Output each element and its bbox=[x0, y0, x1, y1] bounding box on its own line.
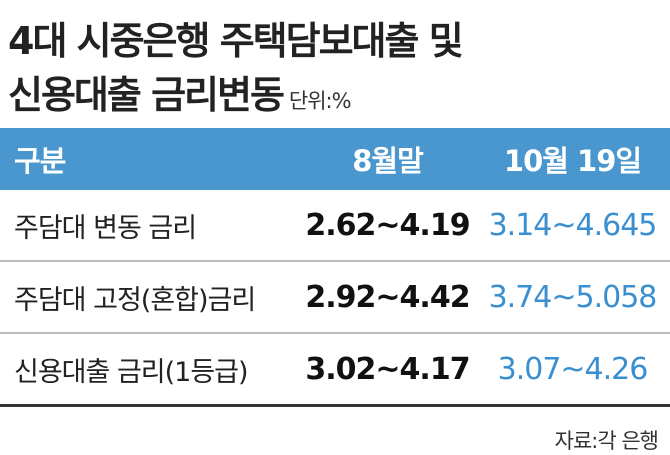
table-row: 신용대출 금리(1등급) 3.02~4.17 3.07~4.26 bbox=[0, 334, 670, 407]
source: 자료:각 은행 bbox=[554, 429, 659, 453]
table-header: 구분 8월말 10월 19일 bbox=[0, 128, 670, 190]
header-cell: 10월 19일 bbox=[503, 144, 642, 178]
title-line: 4대 시중은행 주택담보대출 및 bbox=[8, 19, 464, 63]
table-row: 주담대 변동 금리 2.62~4.19 3.14~4.645 bbox=[0, 190, 670, 262]
table-cell: 신용대출 금리(1등급) bbox=[14, 356, 249, 388]
table-row: 주담대 고정(혼합)금리 2.92~4.42 3.74~5.058 bbox=[0, 262, 670, 334]
table-cell: 3.02~4.17 bbox=[305, 351, 470, 387]
header-cell: 구분 bbox=[14, 144, 66, 178]
table-cell: 3.14~4.645 bbox=[488, 207, 658, 243]
table-cell: 3.07~4.26 bbox=[497, 351, 649, 387]
table-cell: 3.74~5.058 bbox=[488, 279, 658, 315]
unit-label: 단위:% bbox=[288, 89, 352, 113]
title-text: 신용대출 금리변동 bbox=[8, 73, 285, 117]
table-cell: 2.92~4.42 bbox=[305, 279, 470, 315]
table-cell: 주담대 변동 금리 bbox=[14, 212, 197, 244]
table-cell: 2.62~4.19 bbox=[305, 207, 470, 243]
header-cell: 8월말 bbox=[352, 144, 424, 178]
table-cell: 주담대 고정(혼합)금리 bbox=[14, 284, 256, 316]
title-line: 신용대출 금리변동 단위:% bbox=[8, 73, 352, 117]
